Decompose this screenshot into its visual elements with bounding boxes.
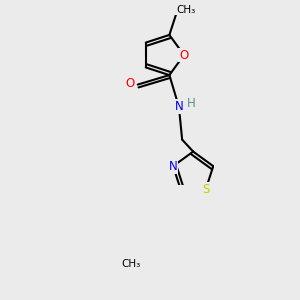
Text: CH₃: CH₃ <box>176 4 195 15</box>
Text: N: N <box>169 160 178 173</box>
Text: S: S <box>202 183 209 196</box>
Text: CH₃: CH₃ <box>121 260 140 269</box>
Text: O: O <box>179 49 189 62</box>
Text: H: H <box>188 97 196 110</box>
Text: N: N <box>175 100 183 113</box>
Text: O: O <box>126 77 135 90</box>
